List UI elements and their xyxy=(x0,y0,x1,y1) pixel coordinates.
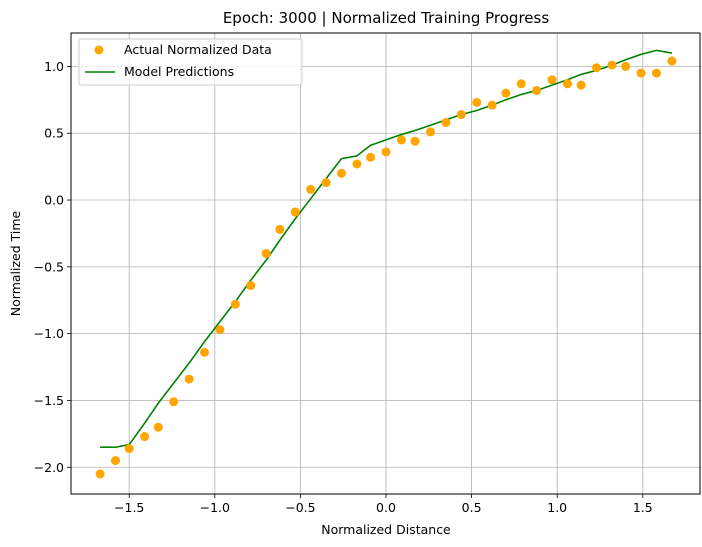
data-point xyxy=(532,85,542,95)
data-point xyxy=(592,63,602,73)
model-predictions-line xyxy=(100,49,673,449)
legend-label-actual-data: Actual Normalized Data xyxy=(124,42,272,57)
data-point xyxy=(352,159,362,169)
legend-box xyxy=(78,38,303,86)
data-point xyxy=(215,325,225,335)
data-point xyxy=(140,432,150,442)
data-point xyxy=(441,118,451,128)
x-axis-label: Normalized Distance xyxy=(321,522,451,537)
y-tick-label: −1.5 xyxy=(34,393,64,408)
plot-series xyxy=(95,49,677,479)
data-point xyxy=(230,299,240,309)
x-tick-label: −1.5 xyxy=(114,500,144,515)
data-point xyxy=(246,281,256,291)
data-point xyxy=(621,61,631,71)
data-point xyxy=(472,97,482,107)
chart-title: Epoch: 3000 | Normalized Training Progre… xyxy=(223,9,550,27)
x-tick-label: 0.5 xyxy=(462,500,482,515)
data-point xyxy=(275,224,285,234)
data-point xyxy=(410,136,420,146)
x-tick-label: −1.0 xyxy=(200,500,230,515)
data-point xyxy=(336,168,346,178)
y-tick-label: 1.0 xyxy=(44,59,64,74)
legend-marker-actual-data xyxy=(94,45,104,55)
data-point xyxy=(396,135,406,145)
data-point xyxy=(501,88,511,98)
data-point xyxy=(95,469,105,479)
data-point xyxy=(547,75,557,85)
data-point xyxy=(667,56,677,66)
legend-label-model-predictions: Model Predictions xyxy=(124,64,234,79)
axis-ticks: −1.5 −1.0 −0.5 0.0 0.5 1.0 1.5 −2.0 −1.5 −1.0 −0.5… xyxy=(34,59,653,515)
y-tick-label: −2.0 xyxy=(34,460,64,475)
data-point xyxy=(636,68,646,78)
data-point xyxy=(366,152,376,162)
data-point xyxy=(306,184,316,194)
x-tick-label: 1.5 xyxy=(633,500,653,515)
x-tick-label: −0.5 xyxy=(285,500,315,515)
y-tick-label: 0.5 xyxy=(44,126,64,141)
data-point xyxy=(261,248,271,258)
data-point xyxy=(111,456,121,466)
y-axis-label: Normalized Time xyxy=(8,210,23,316)
data-point xyxy=(456,110,466,120)
data-point xyxy=(426,127,436,137)
data-point xyxy=(290,207,300,217)
legend: Actual Normalized Data Model Predictions xyxy=(78,38,303,86)
data-point xyxy=(576,80,586,90)
data-point xyxy=(381,147,391,157)
data-point xyxy=(651,68,661,78)
x-tick-label: 1.0 xyxy=(547,500,567,515)
y-tick-label: −1.0 xyxy=(34,326,64,341)
data-point xyxy=(169,397,179,407)
data-point xyxy=(321,178,331,188)
data-point xyxy=(124,444,134,454)
data-point xyxy=(607,60,617,70)
data-point xyxy=(200,347,210,357)
y-tick-label: −0.5 xyxy=(34,259,64,274)
x-tick-label: 0.0 xyxy=(376,500,396,515)
plot-frame xyxy=(70,32,701,495)
data-point xyxy=(153,422,163,432)
y-tick-label: 0.0 xyxy=(44,193,64,208)
data-point xyxy=(562,79,572,89)
data-point xyxy=(487,100,497,110)
data-point xyxy=(184,374,194,384)
data-point xyxy=(516,79,526,89)
